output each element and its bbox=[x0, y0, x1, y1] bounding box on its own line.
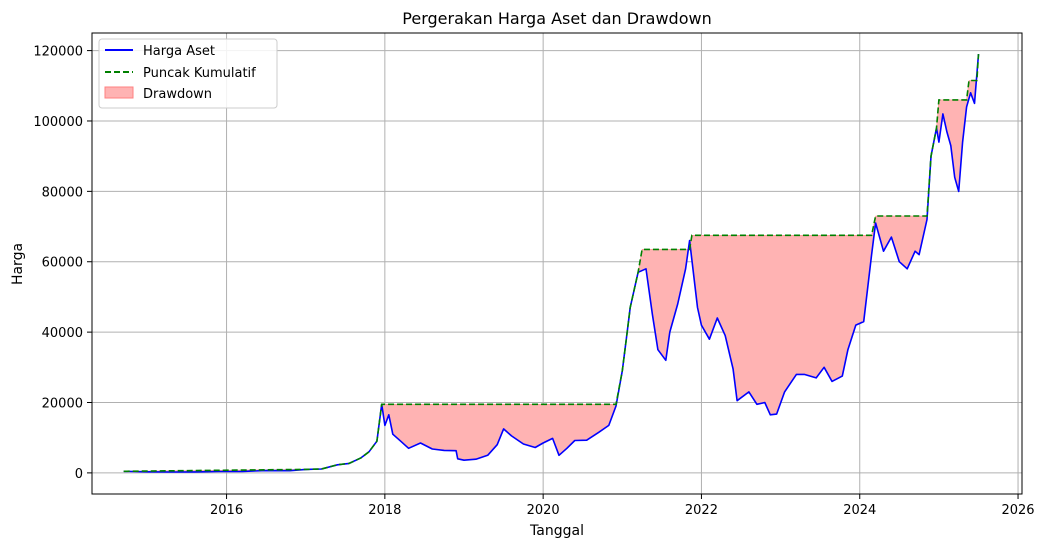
x-tick-label: 2018 bbox=[368, 503, 401, 518]
x-tick-label: 2020 bbox=[527, 503, 560, 518]
chart-title: Pergerakan Harga Aset dan Drawdown bbox=[402, 9, 711, 28]
legend-label-price: Harga Aset bbox=[143, 44, 215, 59]
price-line bbox=[123, 54, 980, 473]
drawdown-area-layer bbox=[123, 54, 979, 473]
y-tick-label: 40000 bbox=[42, 326, 83, 341]
y-tick-label: 0 bbox=[75, 467, 83, 482]
legend: Harga Aset Puncak Kumulatif Drawdown bbox=[98, 38, 278, 109]
legend-label-drawdown: Drawdown bbox=[143, 87, 212, 102]
x-tick-label: 2022 bbox=[685, 503, 718, 518]
x-tick-label: 2026 bbox=[1001, 503, 1034, 518]
y-tick-label: 80000 bbox=[42, 185, 83, 200]
y-tick-label: 60000 bbox=[42, 256, 83, 271]
legend-label-peak: Puncak Kumulatif bbox=[143, 66, 256, 81]
series-layer bbox=[123, 54, 980, 473]
y-tick-label: 20000 bbox=[42, 397, 83, 412]
y-tick-label: 120000 bbox=[33, 45, 83, 60]
ticks: 2016 2018 2020 2022 2024 2026 0 20000 40000 60000… bbox=[33, 45, 1034, 518]
legend-box bbox=[98, 38, 278, 109]
x-tick-label: 2024 bbox=[843, 503, 876, 518]
cumulative-peak-line bbox=[123, 54, 980, 473]
y-tick-label: 100000 bbox=[33, 115, 83, 130]
y-axis-label: Harga bbox=[10, 243, 26, 285]
x-axis-label: Tanggal bbox=[529, 523, 584, 539]
drawdown-area bbox=[123, 54, 979, 473]
legend-swatch-drawdown bbox=[104, 86, 134, 99]
x-tick-label: 2016 bbox=[210, 503, 243, 518]
plot-frame bbox=[91, 32, 1023, 495]
